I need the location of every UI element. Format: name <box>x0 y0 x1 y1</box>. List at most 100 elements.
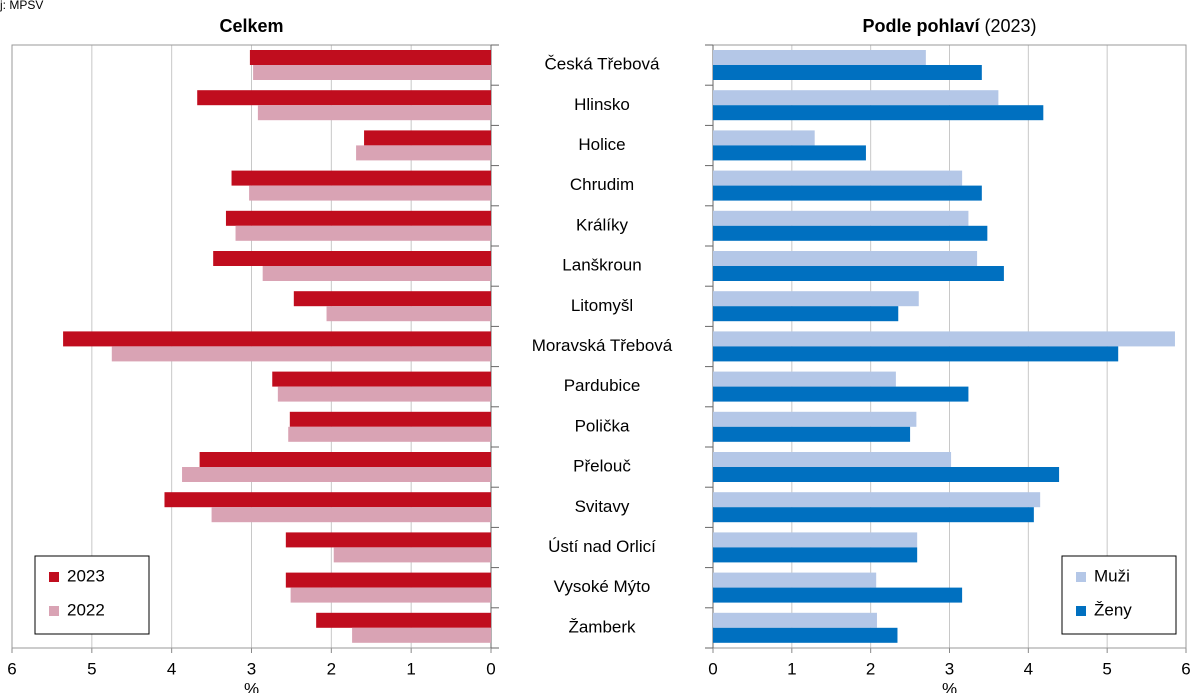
category-label: Ústí nad Orlicí <box>548 537 656 556</box>
x-axis-label: % <box>244 679 259 693</box>
bar <box>713 251 978 266</box>
bar <box>713 145 866 161</box>
category-label: Králíky <box>576 215 628 234</box>
legend-swatch <box>49 606 59 616</box>
title-main: Celkem <box>219 16 283 36</box>
bar <box>289 411 491 427</box>
x-tick-label: 0 <box>486 659 495 678</box>
x-tick-label: 4 <box>1024 659 1033 678</box>
bar <box>293 291 491 307</box>
category-label: Polička <box>575 416 630 435</box>
bar <box>326 306 491 322</box>
category-label: Svitavy <box>575 497 630 516</box>
bar <box>713 371 896 387</box>
bar <box>213 251 491 266</box>
x-tick-label: 3 <box>247 659 256 678</box>
category-label: Holice <box>578 135 625 154</box>
bar <box>713 587 963 603</box>
category-label: Litomyšl <box>571 296 633 315</box>
bar <box>211 507 492 523</box>
bar <box>713 492 1041 508</box>
category-label: Lanškroun <box>562 256 641 275</box>
source: j: MPSV <box>0 0 43 12</box>
bar <box>713 386 969 402</box>
category-label: Žamberk <box>568 617 636 636</box>
category-label: Moravská Třebová <box>532 336 673 355</box>
legend-label: Ženy <box>1094 600 1132 619</box>
bar <box>225 210 491 226</box>
bar <box>285 572 491 588</box>
title-note: (2023) <box>985 16 1037 36</box>
legend-swatch <box>1076 606 1086 616</box>
title-main: Podle pohlaví <box>862 16 980 36</box>
bar <box>713 266 1004 281</box>
bar <box>713 225 988 241</box>
bar <box>713 467 1060 482</box>
bar <box>199 452 491 467</box>
bar <box>333 547 491 563</box>
bar <box>713 346 1119 362</box>
category-label: Pardubice <box>564 376 641 395</box>
bar <box>713 170 963 186</box>
bar <box>713 90 999 106</box>
bar <box>713 452 952 467</box>
bar <box>713 612 877 628</box>
bar <box>272 371 491 387</box>
x-tick-label: 0 <box>708 659 717 678</box>
bar <box>713 547 918 563</box>
bar <box>713 306 899 322</box>
chart-title: Podle pohlaví (2023) <box>862 16 1036 36</box>
bar <box>713 411 917 427</box>
bar <box>352 627 491 643</box>
bar <box>111 346 492 362</box>
legend-box <box>1061 555 1177 635</box>
bar <box>249 185 491 201</box>
x-tick-label: 2 <box>866 659 875 678</box>
bar <box>713 105 1044 121</box>
bar <box>164 492 491 508</box>
x-tick-label: 2 <box>327 659 336 678</box>
bar <box>288 426 491 442</box>
bar <box>235 225 491 241</box>
bar <box>290 587 491 603</box>
bar <box>713 572 877 588</box>
bar <box>356 145 491 161</box>
bar <box>713 50 926 65</box>
x-tick-label: 5 <box>87 659 96 678</box>
bar <box>713 627 898 643</box>
legend-swatch <box>1076 572 1086 582</box>
legend-swatch <box>49 572 59 582</box>
category-label: Přelouč <box>573 457 631 476</box>
x-tick-label: 1 <box>406 659 415 678</box>
category-label: Chrudim <box>570 175 634 194</box>
legend-label: 2023 <box>67 566 105 585</box>
bar <box>364 130 491 146</box>
x-tick-label: 1 <box>787 659 796 678</box>
x-tick-label: 4 <box>167 659 176 678</box>
bar <box>253 65 491 80</box>
bar <box>713 130 815 146</box>
x-axis-label: % <box>942 679 957 693</box>
bar <box>285 532 491 548</box>
bar <box>713 291 919 307</box>
bar <box>262 266 491 281</box>
bar <box>231 170 491 186</box>
x-tick-label: 3 <box>945 659 954 678</box>
category-label: Hlinsko <box>574 95 630 114</box>
bar <box>713 65 982 80</box>
legend-label: Muži <box>1094 566 1130 585</box>
bar <box>63 331 492 347</box>
x-tick-label: 5 <box>1102 659 1111 678</box>
legend-box <box>34 555 150 635</box>
bar <box>713 532 918 548</box>
bar <box>713 331 1175 347</box>
bar <box>713 426 911 442</box>
x-tick-label: 6 <box>1181 659 1190 678</box>
category-label: Česká Třebová <box>545 55 661 74</box>
bar <box>713 507 1034 523</box>
bar <box>182 467 492 482</box>
bar <box>257 105 491 121</box>
chart-title: Celkem <box>219 16 283 36</box>
